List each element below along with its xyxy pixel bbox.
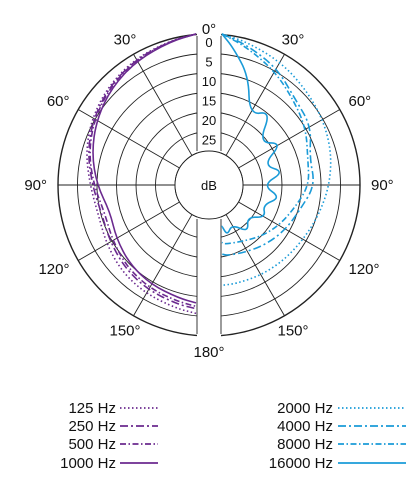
- grid-spoke: [225, 54, 285, 156]
- legend-label: 16000 Hz: [269, 455, 333, 472]
- legend-label: 500 Hz: [68, 436, 116, 453]
- angle-label: 180°: [193, 344, 224, 361]
- angle-label: 0°: [202, 21, 216, 38]
- series-curves: [86, 33, 332, 315]
- angle-label: 30°: [282, 32, 305, 49]
- db-tick-label: 0: [205, 35, 212, 50]
- angle-label: 60°: [47, 93, 70, 110]
- angle-label: 150°: [277, 322, 308, 339]
- angle-label: 120°: [38, 261, 69, 278]
- angle-label: 60°: [348, 93, 371, 110]
- angle-label: 90°: [371, 177, 394, 194]
- legend-label: 250 Hz: [68, 418, 116, 435]
- center-fill: [175, 151, 243, 219]
- legend-label: 8000 Hz: [277, 436, 333, 453]
- grid-spoke: [133, 214, 193, 316]
- grid-spoke: [133, 54, 193, 156]
- grid-spoke: [225, 214, 285, 316]
- legend-label: 1000 Hz: [60, 455, 116, 472]
- grid-spoke: [238, 201, 340, 261]
- series-line-500-hz: [89, 33, 197, 308]
- center-ring: [174, 150, 244, 220]
- db-tick-label: 25: [202, 133, 216, 148]
- grid-spoke: [238, 109, 340, 169]
- series-line-1000-hz: [92, 33, 197, 304]
- angle-label: 150°: [109, 322, 140, 339]
- axis-labels: 0 5 10 15 20 25 dB 0° 30° 60° 90° 120° 150° 180° 30° 60…: [24, 21, 393, 361]
- db-tick-label: 15: [202, 94, 216, 109]
- db-tick-label: 20: [202, 113, 216, 128]
- legend-label: 4000 Hz: [277, 418, 333, 435]
- db-tick-label: 5: [205, 55, 212, 70]
- legend-label: 2000 Hz: [277, 400, 333, 417]
- db-tick-label: 10: [202, 74, 216, 89]
- angle-label: 120°: [348, 261, 379, 278]
- center-label: dB: [201, 178, 217, 193]
- polar-grid: [57, 32, 361, 338]
- series-line-250-hz: [88, 33, 197, 310]
- angle-label: 90°: [24, 177, 47, 194]
- series-line-4000-hz: [221, 33, 314, 256]
- series-line-16000-hz: [221, 33, 280, 234]
- series-line-2000-hz: [221, 33, 332, 287]
- series-line-8000-hz: [221, 33, 310, 245]
- legend-label: 125 Hz: [68, 400, 116, 417]
- grid-spoke: [78, 201, 180, 261]
- angle-label: 30°: [114, 32, 137, 49]
